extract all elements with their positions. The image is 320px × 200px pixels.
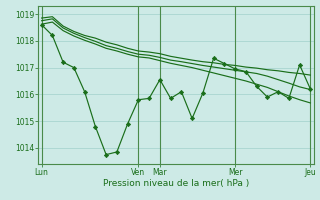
X-axis label: Pression niveau de la mer( hPa ): Pression niveau de la mer( hPa ) — [103, 179, 249, 188]
